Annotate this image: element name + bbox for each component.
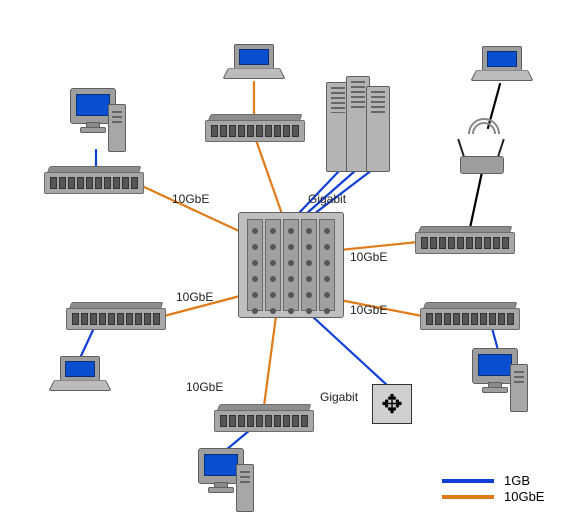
legend-row: 10GbE: [442, 489, 544, 504]
link-label: 10GbE: [350, 250, 387, 264]
switch-bottom: [214, 404, 314, 432]
legend-row: 1GB: [442, 473, 544, 488]
legend-swatch: [442, 479, 494, 483]
desktop-bottom-right: [472, 348, 528, 412]
link-label: 10GbE: [172, 192, 209, 206]
gateway-icon: [372, 384, 412, 424]
switch-mid-left: [66, 302, 166, 330]
link-label: 10GbE: [350, 303, 387, 317]
link-label: Gigabit: [308, 192, 346, 206]
laptop-mid-left: [54, 356, 104, 394]
legend-label: 1GB: [504, 473, 530, 488]
switch-mid-right: [420, 302, 520, 330]
core-switch: [238, 212, 344, 318]
legend: 1GB 10GbE: [442, 472, 544, 505]
link-label: Gigabit: [320, 390, 358, 404]
laptop-top-right: [476, 46, 526, 84]
switch-top-left: [44, 166, 144, 194]
server-group: [326, 78, 396, 172]
legend-label: 10GbE: [504, 489, 544, 504]
legend-swatch: [442, 495, 494, 499]
link-label: 10GbE: [176, 290, 213, 304]
desktop-bottom-left: [198, 448, 254, 512]
diagram-canvas: 10GbE Gigabit 10GbE 10GbE 10GbE 10GbE Gi…: [0, 0, 570, 516]
laptop-top-center: [228, 44, 278, 82]
link-label: 10GbE: [186, 380, 223, 394]
switch-top-center: [205, 114, 305, 142]
switch-top-right: [415, 226, 515, 254]
desktop-top-left: [70, 88, 126, 152]
wifi-router: [450, 124, 512, 174]
